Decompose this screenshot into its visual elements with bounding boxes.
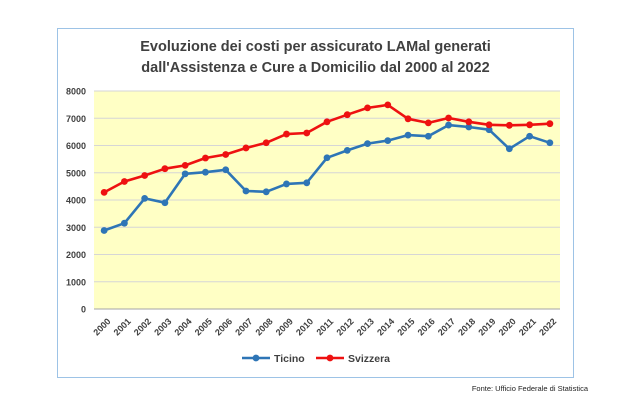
data-point-ticino — [364, 140, 371, 147]
x-tick-label: 2000 — [91, 316, 112, 337]
data-point-ticino — [303, 179, 311, 187]
x-tick-label: 2019 — [476, 316, 497, 337]
y-tick-label: 6000 — [66, 141, 86, 151]
legend-marker-ticino — [252, 354, 260, 362]
x-tick-label: 2007 — [233, 316, 254, 337]
data-point-ticino — [283, 180, 290, 188]
data-point-svizzera — [546, 120, 554, 128]
x-tick-label: 2006 — [213, 316, 234, 337]
data-point-svizzera — [465, 118, 473, 126]
x-tick-label: 2008 — [253, 316, 274, 337]
source-note: Fonte: Ufficio Federale di Statistica — [471, 384, 588, 393]
x-tick-label: 2004 — [172, 316, 193, 337]
x-tick-label: 2003 — [152, 316, 173, 337]
data-point-svizzera — [445, 114, 452, 122]
y-axis-tick-labels: 0 1000 2000 3000 4000 5000 6000 7000 8000 — [66, 87, 86, 315]
x-tick-label: 2002 — [132, 316, 153, 337]
data-point-ticino — [526, 132, 534, 140]
y-tick-label: 4000 — [66, 196, 86, 206]
gridlines — [94, 90, 560, 310]
data-point-ticino — [343, 147, 351, 154]
legend: Ticino Svizzera — [242, 353, 390, 365]
x-tick-label: 2001 — [112, 316, 133, 337]
data-point-svizzera — [323, 118, 331, 126]
data-point-ticino — [465, 123, 473, 131]
data-point-ticino — [222, 166, 230, 174]
data-point-ticino — [384, 137, 392, 144]
data-point-ticino — [505, 145, 513, 153]
data-point-svizzera — [222, 151, 230, 158]
data-point-ticino — [100, 227, 108, 234]
x-tick-label: 2021 — [517, 316, 538, 337]
x-tick-label: 2017 — [436, 316, 457, 337]
legend-marker-svizzera — [326, 354, 334, 362]
series-lines — [100, 101, 554, 234]
y-tick-label: 7000 — [66, 114, 86, 124]
data-point-ticino — [424, 132, 432, 140]
data-point-ticino — [262, 188, 270, 196]
data-point-svizzera — [505, 121, 513, 129]
x-tick-label: 2020 — [497, 316, 518, 337]
x-tick-label: 2010 — [294, 316, 315, 337]
y-tick-label: 8000 — [66, 87, 86, 97]
y-tick-label: 5000 — [66, 168, 86, 178]
data-point-svizzera — [242, 144, 250, 152]
data-point-svizzera — [262, 139, 270, 147]
data-point-ticino — [445, 121, 452, 129]
legend-label-ticino: Ticino — [274, 353, 305, 365]
data-point-ticino — [202, 168, 209, 176]
x-axis-tick-labels: 2000 2001 2002 2003 2004 2005 2006 2007 2008 2009… — [91, 316, 558, 337]
y-tick-label: 0 — [81, 305, 86, 315]
data-point-svizzera — [303, 129, 311, 137]
data-point-svizzera — [202, 154, 209, 162]
x-tick-label: 2022 — [537, 316, 558, 337]
data-point-svizzera — [120, 178, 128, 185]
data-point-svizzera — [100, 188, 108, 196]
chart-title: Evoluzione dei costi per assicurato LAMa… — [57, 37, 574, 79]
chart-title-line-2: dall'Assistenza e Cure a Domicilio dal 2… — [141, 60, 490, 76]
data-point-ticino — [546, 139, 554, 147]
data-point-ticino — [485, 126, 493, 134]
data-point-svizzera — [526, 121, 534, 129]
x-tick-label: 2009 — [274, 316, 295, 337]
x-tick-label: 2013 — [355, 316, 376, 337]
data-point-ticino — [181, 170, 189, 178]
x-tick-label: 2015 — [395, 316, 416, 337]
data-point-svizzera — [404, 115, 412, 123]
data-point-ticino — [141, 194, 149, 202]
data-point-ticino — [161, 199, 169, 207]
data-point-svizzera — [181, 161, 189, 169]
data-point-svizzera — [485, 121, 493, 129]
data-point-svizzera — [424, 119, 432, 127]
y-tick-label: 3000 — [66, 223, 86, 233]
data-point-ticino — [404, 131, 412, 139]
x-tick-label: 2014 — [375, 316, 396, 337]
x-tick-label: 2011 — [314, 316, 335, 337]
data-point-ticino — [242, 187, 250, 195]
x-tick-label: 2012 — [335, 316, 356, 337]
data-point-ticino — [120, 219, 128, 227]
chart-title-line-1: Evoluzione dei costi per assicurato LAMa… — [140, 39, 491, 55]
y-tick-label: 1000 — [66, 277, 86, 287]
data-point-ticino — [323, 154, 331, 162]
x-tick-label: 2018 — [456, 316, 477, 337]
data-point-svizzera — [161, 165, 169, 173]
data-point-svizzera — [364, 104, 371, 112]
data-point-svizzera — [283, 130, 290, 138]
data-point-svizzera — [343, 111, 351, 119]
y-tick-label: 2000 — [66, 250, 86, 260]
data-point-svizzera — [141, 172, 149, 179]
x-tick-label: 2016 — [416, 316, 437, 337]
data-point-svizzera — [384, 101, 392, 109]
legend-label-svizzera: Svizzera — [348, 353, 390, 365]
x-tick-label: 2005 — [193, 316, 214, 337]
